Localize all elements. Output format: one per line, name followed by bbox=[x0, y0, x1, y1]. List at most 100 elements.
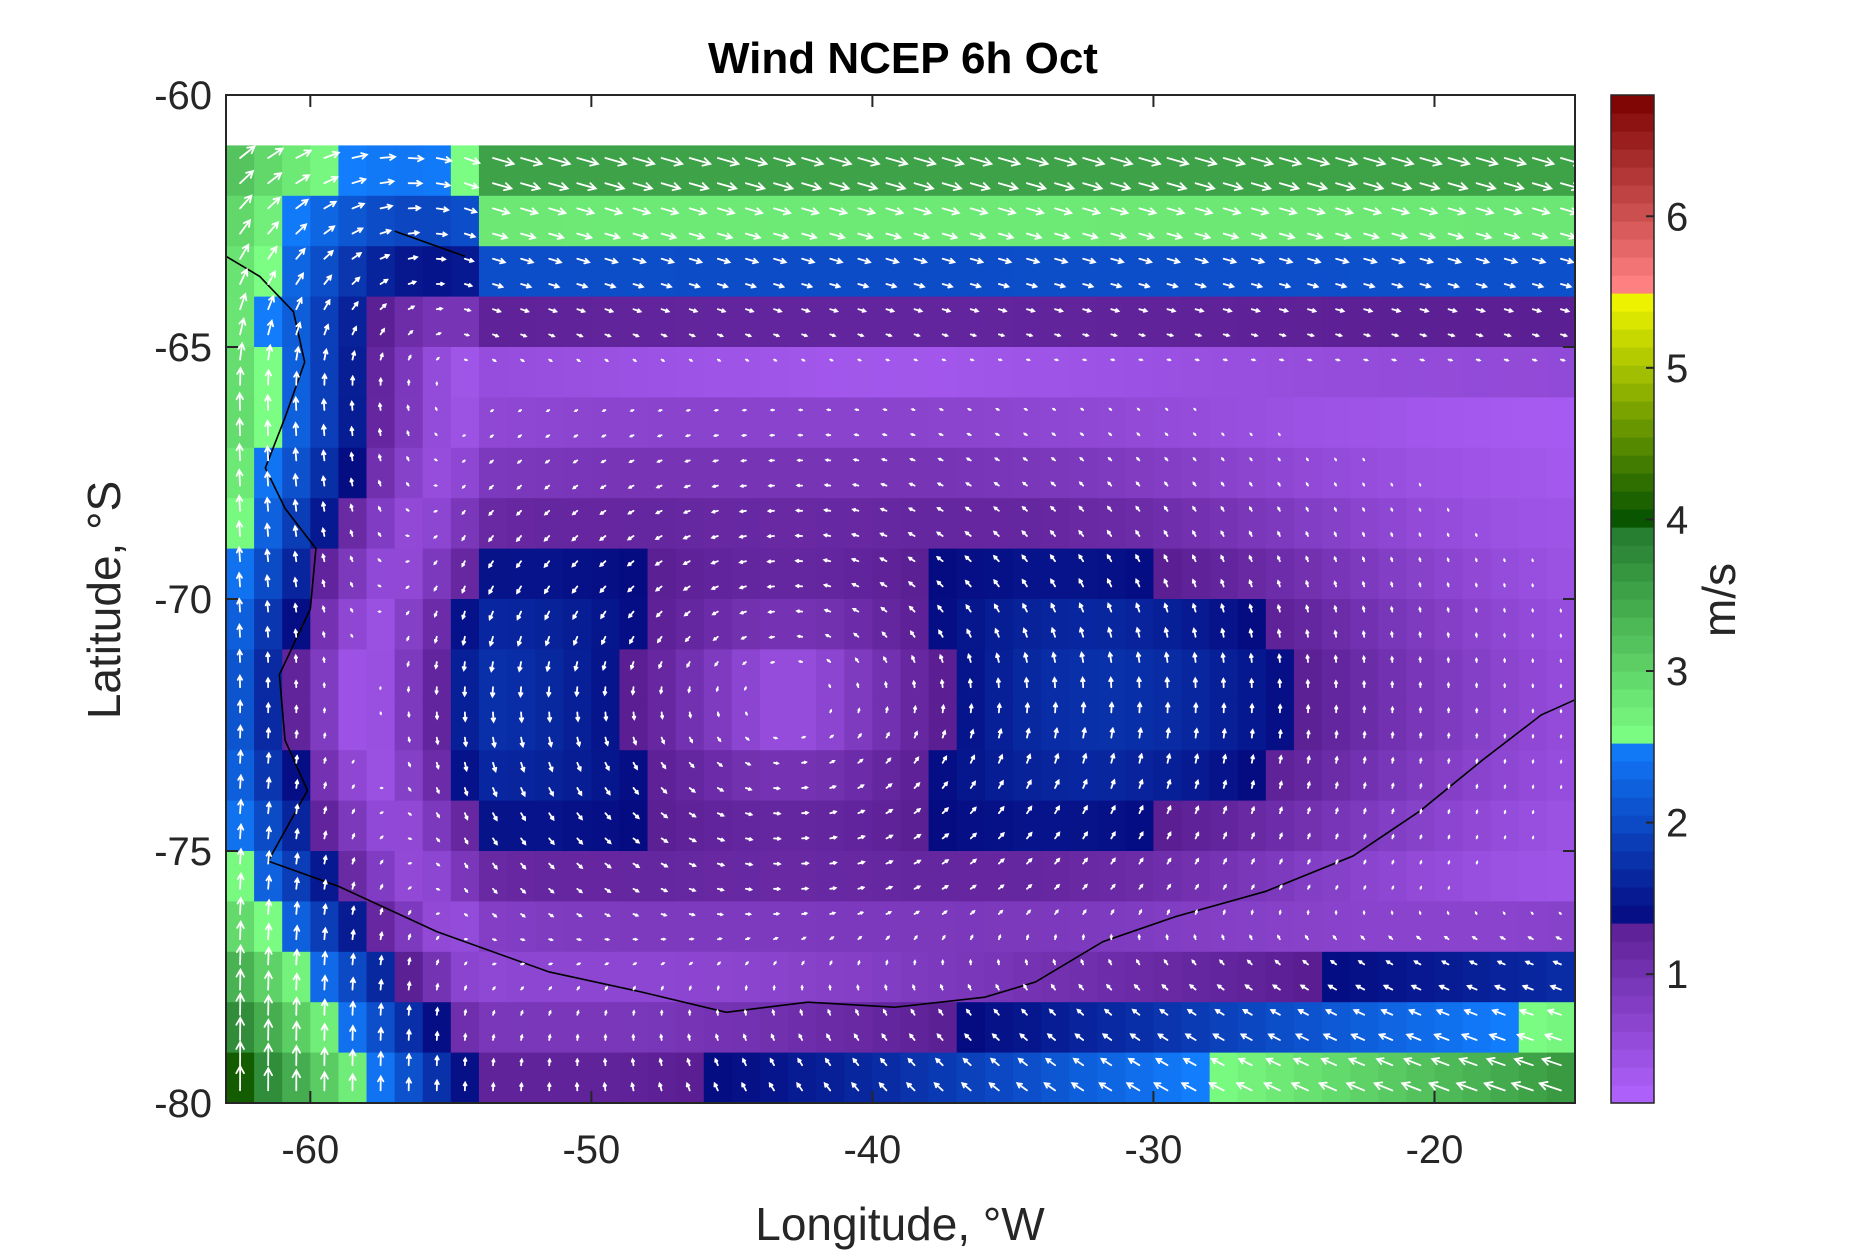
wind-arrow bbox=[1503, 582, 1506, 588]
wind-arrow bbox=[688, 937, 695, 941]
heat-cell bbox=[900, 296, 930, 348]
heat-cell bbox=[282, 548, 311, 600]
wind-arrow bbox=[1513, 1056, 1534, 1067]
heat-cell bbox=[507, 296, 536, 348]
wind-arrow bbox=[686, 1057, 691, 1067]
wind-arrow bbox=[1361, 580, 1366, 588]
wind-arrow bbox=[1391, 833, 1395, 840]
heat-cell bbox=[450, 347, 480, 398]
wind-arrow bbox=[1388, 935, 1394, 941]
wind-arrow bbox=[516, 459, 522, 464]
wind-arrow bbox=[351, 325, 358, 336]
wind-arrow bbox=[1329, 959, 1338, 966]
wind-arrow bbox=[1447, 732, 1451, 739]
heat-cell bbox=[731, 1052, 761, 1103]
wind-arrow bbox=[1024, 701, 1030, 714]
heat-cell bbox=[1322, 498, 1351, 550]
wind-arrow bbox=[797, 433, 804, 437]
heat-cell bbox=[450, 195, 480, 247]
heat-cell bbox=[338, 599, 368, 650]
wind-arrow bbox=[1438, 984, 1450, 991]
wind-arrow bbox=[237, 773, 244, 789]
wind-arrow bbox=[1307, 806, 1311, 815]
heat-cell bbox=[1097, 800, 1126, 852]
heat-cell bbox=[1350, 397, 1379, 449]
wind-arrow bbox=[1390, 655, 1394, 663]
wind-arrow bbox=[716, 157, 741, 167]
wind-arrow bbox=[801, 157, 825, 167]
heat-cell bbox=[394, 851, 424, 902]
wind-arrow bbox=[544, 635, 551, 647]
wind-arrow bbox=[688, 837, 698, 843]
wind-arrow bbox=[826, 1033, 832, 1041]
wind-arrow bbox=[941, 207, 961, 216]
wind-arrow bbox=[576, 283, 589, 289]
wind-arrow bbox=[520, 182, 542, 192]
wind-arrow bbox=[351, 202, 366, 210]
wind-arrow bbox=[773, 786, 781, 791]
wind-arrow bbox=[1475, 283, 1489, 289]
wind-arrow bbox=[604, 358, 610, 362]
wind-arrow bbox=[1307, 832, 1311, 840]
wind-arrow bbox=[857, 182, 879, 192]
wind-arrow bbox=[688, 787, 696, 793]
wind-arrow bbox=[1159, 1008, 1169, 1016]
wind-arrow bbox=[1078, 481, 1085, 487]
wind-arrow bbox=[267, 147, 285, 159]
wind-arrow bbox=[603, 1033, 608, 1041]
colorbar-swatch bbox=[1611, 923, 1654, 942]
wind-arrow bbox=[941, 781, 949, 789]
heat-cell bbox=[1434, 1052, 1464, 1103]
wind-arrow bbox=[1446, 656, 1450, 663]
colorbar-swatch bbox=[1611, 689, 1654, 708]
colorbar-swatch bbox=[1611, 1049, 1654, 1068]
heat-cell bbox=[1462, 599, 1492, 650]
wind-arrow bbox=[295, 124, 314, 134]
heat-cell bbox=[675, 951, 705, 1003]
wind-arrow bbox=[1391, 308, 1402, 313]
heat-cell bbox=[1097, 951, 1126, 1003]
wind-arrow bbox=[434, 711, 440, 721]
wind-arrow bbox=[884, 983, 888, 991]
wind-arrow bbox=[1082, 207, 1102, 216]
wind-arrow bbox=[1107, 481, 1113, 487]
wind-arrow bbox=[604, 837, 612, 845]
heat-cell bbox=[422, 599, 452, 650]
wind-arrow bbox=[1021, 505, 1028, 512]
wind-arrow bbox=[773, 283, 786, 289]
heat-cell bbox=[1069, 397, 1098, 449]
wind-arrow bbox=[969, 780, 977, 789]
wind-arrow bbox=[630, 686, 636, 696]
heat-cell bbox=[1097, 347, 1126, 398]
heat-cell bbox=[1322, 800, 1351, 852]
wind-arrow bbox=[1278, 754, 1283, 764]
wind-arrow bbox=[1390, 507, 1394, 512]
heat-cell bbox=[591, 498, 621, 550]
island-outline bbox=[394, 230, 466, 258]
wind-arrow bbox=[519, 1057, 524, 1067]
heat-cell bbox=[1406, 347, 1436, 398]
wind-arrow bbox=[1220, 627, 1226, 638]
wind-arrow bbox=[1335, 182, 1357, 192]
wind-arrow bbox=[1474, 607, 1478, 613]
wind-arrow bbox=[822, 533, 832, 538]
heat-cell bbox=[1265, 851, 1295, 902]
heat-cell bbox=[1041, 347, 1070, 398]
wind-arrow bbox=[488, 560, 494, 569]
heat-cell bbox=[816, 347, 845, 398]
wind-arrow bbox=[1024, 958, 1029, 966]
wind-arrow bbox=[1347, 1057, 1366, 1067]
wind-arrow bbox=[463, 131, 483, 141]
wind-arrow bbox=[349, 529, 354, 537]
wind-arrow bbox=[1297, 1009, 1309, 1016]
wind-arrow bbox=[461, 610, 466, 621]
wind-arrow bbox=[1332, 934, 1338, 941]
heat-cell bbox=[1546, 901, 1575, 953]
heat-cell bbox=[900, 901, 930, 953]
heat-cell bbox=[1069, 296, 1098, 348]
wind-arrow bbox=[1333, 654, 1338, 663]
wind-arrow bbox=[461, 560, 466, 568]
wind-arrow bbox=[659, 686, 664, 695]
wind-arrow bbox=[1503, 257, 1519, 265]
heat-cell bbox=[338, 649, 368, 701]
